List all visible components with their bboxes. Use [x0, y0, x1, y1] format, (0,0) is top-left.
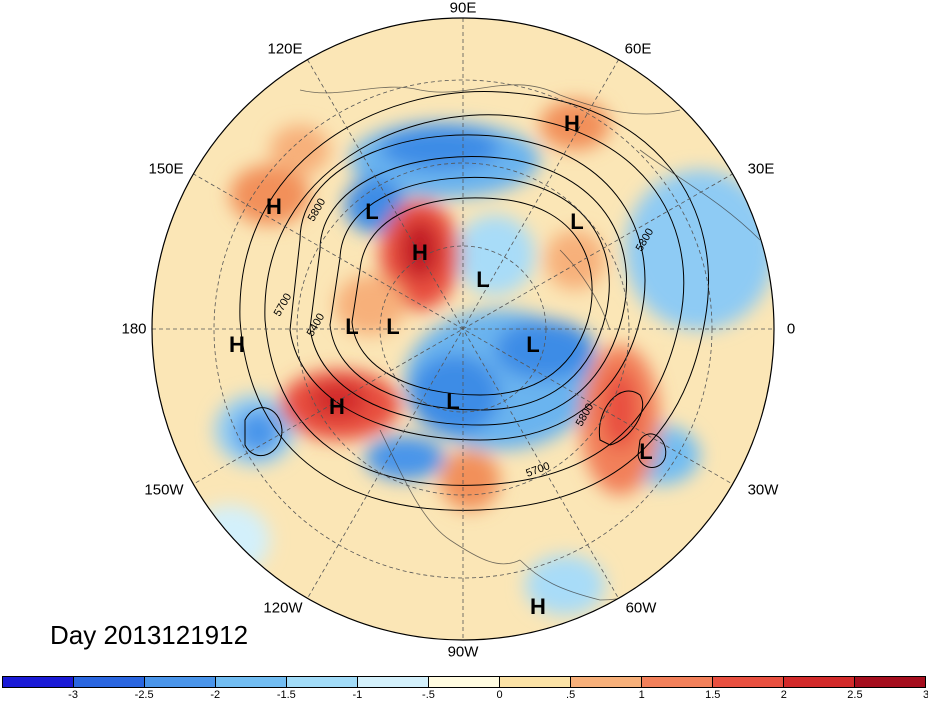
colorbar-tick-label: 2.5: [847, 689, 863, 701]
colorbar-swatch: [358, 677, 429, 687]
colorbar-tick-label: 3: [922, 689, 928, 701]
lon-label-30e: 30E: [747, 160, 775, 178]
low-center: L: [476, 267, 490, 292]
colorbar-tick-label: 1: [638, 689, 645, 701]
lon-label-90e: 90E: [449, 0, 477, 17]
colorbar-swatch: [571, 677, 642, 687]
lon-label-150w: 150W: [144, 481, 184, 499]
high-center: H: [412, 240, 428, 265]
colorbar-swatch: [500, 677, 571, 687]
high-center: H: [530, 594, 546, 619]
graticule: [152, 18, 774, 640]
low-center: L: [639, 439, 653, 464]
lon-label-180: 180: [121, 320, 147, 338]
lon-label-60w: 60W: [625, 599, 657, 617]
colorbar-tick-label: -3: [68, 689, 78, 701]
colorbar-swatch: [429, 677, 500, 687]
lon-label-30w: 30W: [747, 481, 779, 499]
low-center: L: [345, 314, 359, 339]
colorbar: [2, 676, 926, 688]
colorbar-swatch: [287, 677, 358, 687]
colorbar-tick-label: 2: [780, 689, 787, 701]
lon-label-0: 0: [786, 320, 796, 338]
colorbar-swatch: [642, 677, 713, 687]
colorbar-tick-label: -2.5: [134, 689, 154, 701]
colorbar-tick-label: 0: [496, 689, 503, 701]
lon-label-90w: 90W: [447, 643, 479, 661]
colorbar-tick-label: -.5: [422, 689, 435, 701]
colorbar-swatch: [855, 677, 925, 687]
colorbar-swatch: [145, 677, 216, 687]
colorbar-swatch: [713, 677, 784, 687]
low-center: L: [446, 389, 460, 414]
high-center: H: [229, 332, 245, 357]
day-label: Day 2013121912: [50, 620, 249, 650]
colorbar-swatch: [74, 677, 145, 687]
colorbar-tick-label: .5: [566, 689, 576, 701]
colorbar-tick-label: -1: [352, 689, 363, 701]
low-center: L: [386, 314, 400, 339]
colorbar-swatch: [784, 677, 855, 687]
lon-label-60e: 60E: [624, 40, 652, 58]
low-center: L: [526, 332, 540, 357]
high-center: H: [564, 111, 580, 136]
high-center: H: [266, 194, 282, 219]
high-center: H: [329, 394, 345, 419]
colorbar-tick-label: -1.5: [276, 689, 296, 701]
height-contours: [239, 91, 709, 511]
colorbar-swatch: [216, 677, 287, 687]
colorbar-tick-label: -2: [210, 689, 221, 701]
low-center: L: [570, 209, 584, 234]
low-center: L: [365, 199, 379, 224]
lon-label-150e: 150E: [148, 160, 184, 178]
lon-label-120e: 120E: [267, 40, 303, 58]
colorbar-swatch: [3, 677, 74, 687]
lon-label-120w: 120W: [263, 599, 303, 617]
colorbar-tick-label: 1.5: [705, 689, 721, 701]
